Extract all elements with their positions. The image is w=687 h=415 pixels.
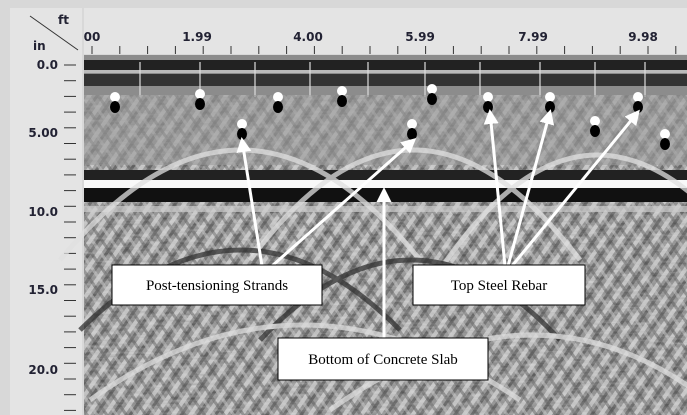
rebar-reflection (483, 92, 493, 102)
rebar-reflection (545, 101, 555, 113)
rebar-reflection (545, 92, 555, 102)
annotation: Post-tensioning Strands (146, 278, 288, 294)
rebar-reflection (273, 101, 283, 113)
y-tick-label: 20.0 (28, 363, 58, 377)
annotation: Top Steel Rebar (451, 278, 547, 294)
y-tick-label: 10.0 (28, 205, 58, 219)
x-unit: ft (58, 13, 69, 27)
page: Post-tensioning Strands Top Steel Rebar … (0, 0, 687, 415)
x-tick-label: 1.99 (182, 30, 212, 44)
top-ruler (84, 8, 687, 54)
rebar-reflection (590, 116, 600, 126)
rebar-reflection (110, 101, 120, 113)
x-tick-label: 7.99 (518, 30, 548, 44)
y-unit: in (33, 39, 46, 53)
x-tick-label: 9.98 (628, 30, 658, 44)
rebar-reflection (237, 128, 247, 140)
x-tick-label: 4.00 (293, 30, 323, 44)
y-tick-label: 15.0 (28, 283, 58, 297)
x-tick-label: 00 (84, 30, 101, 44)
rebar-reflection (237, 119, 247, 129)
rebar-reflection (337, 95, 347, 107)
rebar-reflection (633, 92, 643, 102)
rebar-reflection (660, 138, 670, 150)
rebar-reflection (407, 128, 417, 140)
rebar-reflection (633, 101, 643, 113)
scan-view: Post-tensioning Strands Top Steel Rebar … (0, 0, 687, 415)
y-tick-label: 0.0 (37, 58, 58, 72)
y-tick-label: 5.00 (28, 126, 58, 140)
rebar-reflection (337, 86, 347, 96)
rebar-reflection (407, 119, 417, 129)
rebar-reflection (483, 101, 493, 113)
rebar-reflection (273, 92, 283, 102)
rebar-reflection (427, 84, 437, 94)
annotation: Bottom of Concrete Slab (308, 352, 458, 368)
rebar-reflection (195, 98, 205, 110)
rebar-reflection (195, 89, 205, 99)
rebar-reflection (427, 93, 437, 105)
rebar-reflection (110, 92, 120, 102)
x-tick-label: 5.99 (405, 30, 435, 44)
rebar-reflection (590, 125, 600, 137)
rebar-reflection (660, 129, 670, 139)
